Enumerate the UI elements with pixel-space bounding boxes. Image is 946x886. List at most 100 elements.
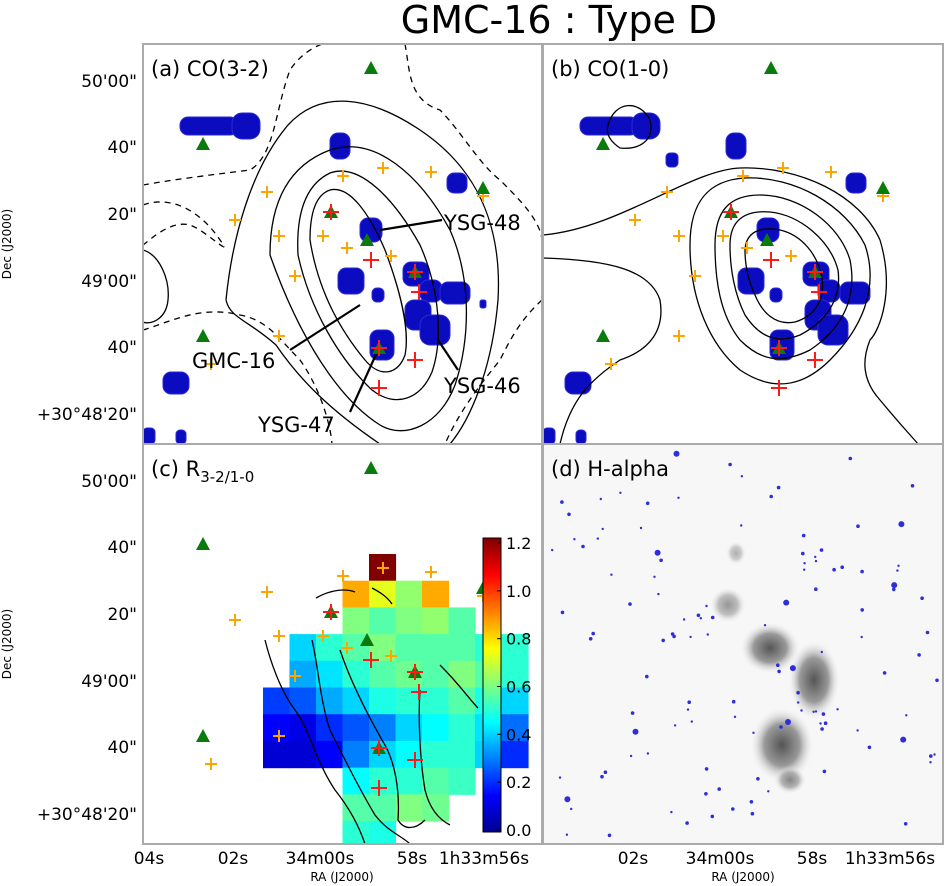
- star-point: [710, 615, 715, 620]
- orange-cross-marker: [661, 186, 673, 198]
- star-point: [752, 731, 755, 734]
- panel-c-ratio-heatmap: [263, 554, 529, 844]
- heatmap-cell: [395, 634, 423, 662]
- heatmap-cell: [448, 660, 476, 689]
- xtick-d-0: 02s: [618, 849, 649, 869]
- star-point: [933, 753, 936, 756]
- colorbar-tick-label: 0.0: [506, 821, 531, 840]
- xtick-c-0: 04s: [134, 849, 165, 869]
- star-point: [820, 650, 823, 654]
- green-triangle-marker: [764, 61, 778, 74]
- ytick-bot-2: 20": [108, 605, 137, 625]
- heatmap-cell: [448, 714, 476, 742]
- colorbar-tick-label: 1.2: [506, 534, 531, 553]
- heatmap-cell: [501, 660, 529, 689]
- star-point: [629, 754, 633, 758]
- colorbar-tick-label: 0.6: [506, 678, 531, 697]
- heatmap-cell: [422, 740, 450, 769]
- star-point: [673, 724, 677, 727]
- star-point: [717, 787, 721, 791]
- heatmap-cell: [395, 794, 423, 822]
- orange-cross-marker: [273, 230, 285, 242]
- heatmap-cell: [501, 687, 529, 715]
- star-point: [630, 711, 635, 715]
- heatmap-cell: [369, 607, 397, 635]
- orange-cross-marker: [273, 330, 285, 342]
- star-point: [929, 754, 933, 758]
- ytick-bot-5: +30°48'20": [37, 805, 137, 825]
- heatmap-cell: [369, 821, 397, 844]
- heatmap-cell: [263, 740, 291, 769]
- star-point: [728, 462, 732, 467]
- green-triangle-marker: [760, 233, 774, 246]
- orange-cross-marker: [785, 250, 797, 262]
- star-point: [896, 569, 899, 572]
- panel-a-dashed-contours: [143, 44, 542, 444]
- red-cross-marker: [411, 684, 427, 700]
- star-point: [607, 833, 612, 838]
- panel-b-co32-emission: [543, 112, 871, 444]
- orange-cross-marker: [425, 566, 437, 578]
- red-cross-marker: [407, 664, 423, 680]
- star-point: [690, 720, 693, 723]
- orange-cross-marker: [673, 230, 685, 242]
- panel-b-frame: [542, 43, 944, 445]
- ytick-bot-0: 50'00": [81, 472, 137, 492]
- orange-cross-marker: [717, 230, 729, 242]
- star-point: [685, 821, 689, 825]
- star-point: [840, 565, 844, 569]
- star-point: [596, 537, 599, 540]
- star-point: [785, 719, 791, 725]
- xtick-c-4: 1h33m56s: [439, 849, 529, 869]
- panel-d: [543, 444, 943, 844]
- red-cross-marker: [771, 380, 787, 396]
- star-point: [769, 494, 773, 499]
- star-point: [686, 708, 690, 711]
- star-point: [628, 602, 632, 606]
- annotation-ysg-48: YSG-48: [443, 211, 521, 235]
- green-triangle-marker: [596, 329, 610, 342]
- star-point: [657, 592, 660, 596]
- star-point: [740, 524, 743, 527]
- red-cross-marker: [807, 352, 823, 368]
- heatmap-cell: [422, 660, 450, 689]
- star-point: [776, 485, 781, 490]
- panel-c: [196, 461, 529, 844]
- ytick-top-0: 50'00": [81, 72, 137, 92]
- ytick-top-3: 49'00": [81, 272, 137, 292]
- star-point: [603, 770, 608, 774]
- red-cross-marker: [771, 340, 787, 356]
- star-point: [803, 562, 806, 565]
- orange-cross-marker: [825, 166, 837, 178]
- star-point: [814, 555, 817, 559]
- star-point: [935, 678, 939, 683]
- heatmap-cell: [342, 714, 370, 742]
- orange-cross-marker: [229, 614, 241, 626]
- star-point: [814, 710, 818, 713]
- red-cross-marker: [363, 652, 379, 668]
- red-cross-marker: [723, 204, 739, 220]
- star-point: [910, 484, 915, 488]
- panel-a-annotation-lines: [289, 218, 459, 413]
- red-cross-marker: [807, 264, 823, 280]
- star-point: [670, 632, 675, 636]
- orange-cross-marker: [289, 270, 301, 282]
- panel-b-label: (b) CO(1-0): [551, 57, 669, 81]
- star-point: [860, 569, 864, 574]
- star-point: [677, 496, 680, 499]
- star-point: [599, 497, 602, 501]
- star-point: [619, 491, 622, 494]
- heatmap-cell: [289, 687, 317, 715]
- star-point: [763, 624, 767, 627]
- star-point: [750, 811, 755, 816]
- orange-cross-marker: [341, 642, 353, 654]
- heatmap-cell: [369, 794, 397, 822]
- orange-cross-marker: [741, 242, 753, 254]
- star-point: [646, 752, 650, 755]
- panel-a: [143, 44, 542, 444]
- red-cross-marker: [411, 284, 427, 300]
- red-cross-marker: [811, 284, 827, 300]
- star-point: [645, 674, 649, 679]
- green-triangle-marker: [364, 61, 378, 74]
- star-point: [867, 745, 872, 750]
